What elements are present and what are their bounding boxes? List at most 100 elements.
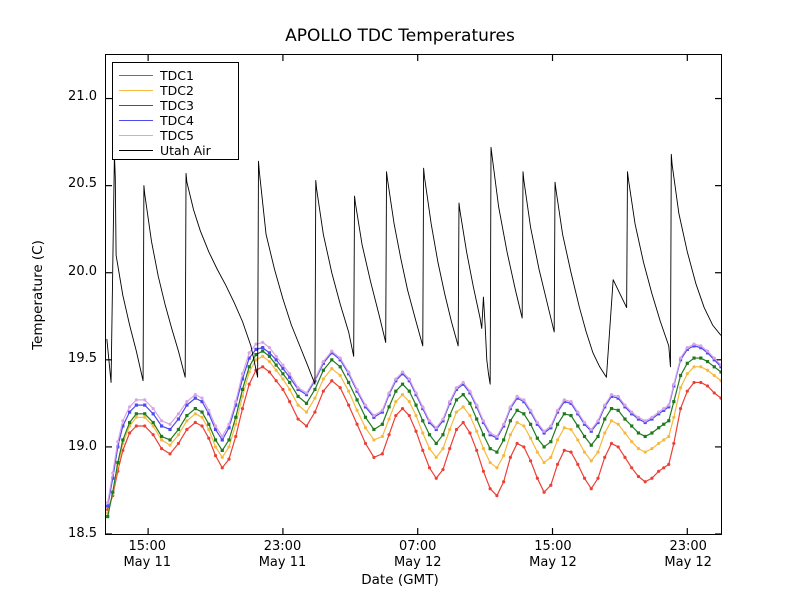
- data-point-marker: [207, 408, 211, 412]
- data-point-marker: [508, 433, 512, 437]
- x-tick-date: May 12: [529, 555, 577, 570]
- data-point-marker: [616, 394, 620, 398]
- data-point-marker: [127, 410, 132, 414]
- data-point-marker: [712, 391, 716, 395]
- data-point-marker: [240, 372, 245, 376]
- data-point-marker: [296, 394, 300, 398]
- data-point-marker: [515, 396, 519, 400]
- data-point-marker: [678, 373, 683, 378]
- data-point-marker: [254, 358, 258, 362]
- data-point-marker: [657, 412, 661, 416]
- data-point-marker: [508, 419, 512, 423]
- data-point-marker: [481, 469, 486, 473]
- legend-item-tdc1[interactable]: TDC1: [119, 68, 232, 83]
- y-tick-label: 19.5: [68, 351, 97, 367]
- data-point-marker: [421, 405, 425, 409]
- data-point-marker: [372, 455, 376, 459]
- data-point-marker: [200, 410, 204, 414]
- data-point-marker: [227, 438, 231, 442]
- data-point-marker: [685, 361, 689, 365]
- data-point-marker: [643, 450, 647, 454]
- data-point-marker: [394, 400, 398, 404]
- data-point-marker: [143, 398, 147, 402]
- data-point-marker: [495, 434, 499, 439]
- data-point-marker: [529, 422, 533, 426]
- data-point-marker: [321, 377, 325, 381]
- data-point-marker: [347, 403, 351, 407]
- data-point-marker: [475, 405, 479, 409]
- data-point-marker: [414, 429, 418, 433]
- data-point-marker: [529, 436, 533, 440]
- data-point-marker: [481, 420, 486, 425]
- data-point-marker: [488, 433, 492, 437]
- legend-item-tdc5[interactable]: TDC5: [119, 128, 232, 143]
- data-point-marker: [240, 407, 245, 411]
- plot-svg: [106, 55, 721, 534]
- data-point-marker: [643, 434, 647, 439]
- data-point-marker: [582, 420, 587, 425]
- data-point-marker: [220, 448, 224, 452]
- legend-item-tdc4[interactable]: TDC4: [119, 113, 232, 128]
- data-point-marker: [168, 422, 172, 426]
- legend-item-tdc3[interactable]: TDC3: [119, 98, 232, 113]
- data-point-marker: [678, 356, 683, 360]
- data-point-marker: [193, 407, 197, 411]
- data-point-marker: [441, 467, 445, 472]
- data-point-marker: [555, 462, 560, 466]
- data-point-marker: [481, 419, 486, 423]
- x-tick-time: 23:00: [669, 539, 707, 554]
- data-point-marker: [185, 419, 189, 423]
- data-point-marker: [589, 427, 593, 432]
- data-point-marker: [672, 382, 676, 386]
- data-point-marker: [234, 400, 238, 404]
- data-point-marker: [176, 427, 181, 432]
- legend-item-utah-air[interactable]: Utah Air: [119, 143, 232, 158]
- x-tick-time: 15:00: [128, 539, 166, 554]
- data-point-marker: [692, 365, 696, 369]
- data-point-marker: [160, 434, 164, 439]
- data-point-marker: [549, 455, 553, 459]
- data-point-marker: [240, 387, 245, 392]
- data-point-marker: [549, 483, 553, 487]
- data-point-marker: [454, 398, 459, 402]
- data-point-marker: [261, 346, 265, 350]
- data-point-marker: [380, 434, 384, 439]
- data-point-marker: [414, 391, 418, 395]
- data-point-marker: [234, 434, 238, 439]
- data-point-marker: [448, 413, 452, 418]
- data-point-marker: [347, 389, 351, 393]
- data-point-marker: [296, 386, 300, 390]
- data-point-marker: [207, 422, 211, 426]
- data-point-marker: [207, 412, 211, 416]
- data-point-marker: [168, 452, 172, 456]
- data-point-marker: [454, 410, 459, 414]
- data-point-marker: [582, 476, 587, 480]
- data-point-marker: [662, 407, 666, 411]
- legend-label: TDC5: [160, 128, 194, 143]
- data-point-marker: [542, 490, 546, 494]
- data-point-marker: [549, 424, 553, 428]
- data-point-marker: [330, 358, 334, 362]
- data-point-marker: [363, 441, 368, 446]
- x-tick-date: May 11: [258, 555, 307, 570]
- data-point-marker: [562, 412, 566, 416]
- y-axis-label-container: Temperature (C): [30, 180, 54, 400]
- data-point-marker: [705, 351, 710, 355]
- legend-item-tdc2[interactable]: TDC2: [119, 83, 232, 98]
- data-point-marker: [434, 455, 438, 459]
- data-point-marker: [304, 391, 309, 395]
- data-point-marker: [555, 408, 560, 412]
- series-line-tdc2: [107, 355, 721, 514]
- data-point-marker: [662, 438, 666, 442]
- data-point-marker: [481, 433, 486, 437]
- data-point-marker: [582, 434, 587, 439]
- data-point-marker: [650, 447, 654, 451]
- data-point-marker: [712, 358, 716, 362]
- data-point-marker: [719, 379, 721, 383]
- data-point-marker: [407, 400, 411, 404]
- data-point-marker: [106, 501, 110, 505]
- data-point-marker: [662, 422, 666, 426]
- data-point-marker: [247, 351, 251, 355]
- data-point-marker: [151, 424, 155, 428]
- data-point-marker: [461, 393, 465, 397]
